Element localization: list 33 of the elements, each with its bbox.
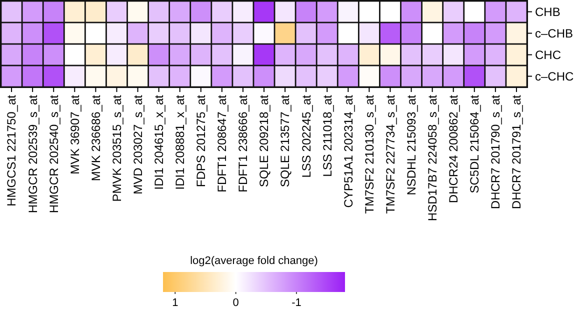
x-tick-label: DHCR7 201791_s_at [510,94,524,210]
x-tick-label: IDI1 204615_x_at [152,94,166,190]
color-bar-title: log2(average fold change) [190,255,318,267]
x-tick-label: HMGCR 202539_s_at [26,94,40,214]
x-tick-label: LSS 202245_at [299,94,314,178]
color-bar-label: 0 [232,297,239,309]
x-tick-label: TM7SF2 210130_s_at [362,94,376,214]
x-tick-label: TM7SF2 227734_s_at [383,94,398,214]
y-tick-label: c–CHB [535,26,574,40]
color-bar-label: 1 [172,297,178,309]
x-tick-label: CYP51A1 202314_at [341,94,356,208]
x-tick-label: HSD17B7 224058_s_at [426,94,440,222]
x-tick-label: NSDHL 215093_at [404,94,418,196]
x-tick-label: DHCR24 200862_at [446,94,461,204]
x-tick-label: FDFT1 208647_at [215,94,230,192]
x-tick-label: PMVK 203515_s_at [110,94,124,202]
x-tick-label: HMGCR 202540_s_at [46,94,61,214]
x-tick-label: SQLE 213577_at [278,94,292,188]
x-tick-label: IDI1 208881_x_at [173,94,188,190]
x-tick-label: FDFT1 238666_at [236,94,250,192]
x-tick-label: SC5DL 215064_at [468,94,482,194]
color-bar-label: -1 [292,297,302,309]
x-tick-label: MVK 236686_at [88,94,103,182]
y-tick-label: CHC [535,48,562,62]
y-tick-label: c–CHC [535,69,574,84]
x-tick-label: FDPS 201275_at [194,94,208,188]
x-tick-label: LSS 211018_at [320,94,334,177]
x-tick-label: MVD 203027_s_at [130,94,145,194]
y-tick-label: CHB [535,4,560,19]
x-tick-label: HMGCS1 221750_at [4,94,19,206]
x-tick-label: MVK 36907_at [68,94,82,174]
x-tick-label: SQLE 209218_at [257,94,272,188]
x-tick-label: DHCR7 201790_s_at [488,94,503,210]
